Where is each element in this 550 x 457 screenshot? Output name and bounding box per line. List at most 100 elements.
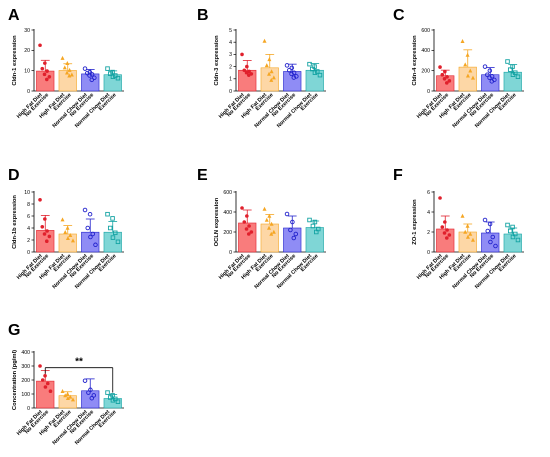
- data-point: [465, 234, 470, 239]
- data-point: [488, 239, 493, 245]
- data-point: [510, 64, 515, 69]
- y-tick-label: 10: [24, 68, 30, 74]
- y-tick-label: 6: [427, 190, 430, 196]
- y-axis-label: ZO-1 expression: [412, 199, 418, 245]
- data-point: [485, 72, 490, 77]
- y-tick-label: 3: [229, 52, 232, 58]
- data-point: [242, 68, 247, 73]
- data-point: [487, 221, 493, 227]
- data-point: [443, 220, 447, 224]
- data-point: [60, 55, 65, 60]
- y-axis-label: OCLN expression: [214, 197, 220, 246]
- data-point: [43, 217, 47, 221]
- data-point: [460, 38, 465, 43]
- significance-label: **: [75, 357, 83, 368]
- y-tick-label: 2: [229, 64, 232, 70]
- y-tick-label: 400: [421, 48, 430, 54]
- data-point: [284, 211, 290, 217]
- y-tick-label: 10: [24, 190, 30, 196]
- data-point: [468, 68, 473, 73]
- data-point: [465, 73, 470, 78]
- bar: [283, 71, 302, 92]
- y-tick-label: 600: [421, 28, 430, 34]
- data-point: [113, 230, 118, 236]
- data-point: [42, 72, 47, 77]
- data-point: [115, 239, 121, 245]
- data-point: [242, 220, 247, 224]
- data-point: [45, 381, 50, 386]
- data-point: [291, 75, 297, 80]
- data-point: [90, 231, 96, 237]
- data-point: [317, 72, 323, 78]
- y-tick-label: 20: [24, 48, 30, 54]
- bar: [481, 232, 500, 253]
- data-point: [513, 231, 518, 237]
- data-point: [269, 77, 274, 82]
- data-point: [445, 228, 449, 232]
- data-point: [289, 71, 294, 77]
- data-point: [60, 217, 65, 222]
- data-point: [68, 233, 73, 237]
- data-point: [291, 235, 297, 241]
- data-point: [68, 394, 73, 399]
- data-point: [47, 234, 52, 239]
- y-tick-label: 8: [27, 202, 30, 208]
- data-point: [89, 395, 95, 401]
- data-point: [269, 221, 274, 226]
- data-point: [107, 395, 113, 400]
- data-point: [487, 75, 492, 81]
- data-point: [48, 389, 53, 394]
- data-point: [271, 229, 276, 234]
- data-point: [40, 66, 45, 71]
- data-point: [240, 206, 244, 210]
- y-axis-label: Cldn-4 expression: [412, 35, 418, 86]
- data-point: [442, 77, 447, 81]
- data-point: [470, 75, 475, 80]
- data-point: [468, 231, 473, 236]
- y-tick-label: 100: [21, 392, 30, 398]
- data-point: [47, 74, 52, 79]
- data-point: [44, 77, 49, 82]
- data-point: [264, 63, 269, 68]
- data-point: [107, 225, 113, 231]
- y-tick-label: 0: [229, 250, 232, 256]
- data-point: [43, 385, 48, 389]
- data-point: [307, 61, 312, 67]
- data-point: [249, 230, 254, 234]
- data-point: [245, 214, 249, 218]
- data-point: [444, 81, 449, 85]
- data-point: [510, 234, 516, 240]
- y-tick-label: 400: [223, 210, 232, 216]
- y-tick-label: 4: [229, 40, 232, 46]
- y-tick-label: 0: [229, 89, 232, 95]
- data-point: [440, 225, 445, 229]
- data-point: [287, 68, 292, 73]
- y-tick-label: 300: [21, 364, 30, 370]
- data-point: [271, 75, 276, 80]
- y-tick-label: 0: [427, 250, 430, 256]
- data-point: [267, 213, 272, 218]
- data-point: [62, 65, 67, 70]
- data-point: [262, 206, 267, 211]
- data-point: [107, 71, 113, 76]
- data-point: [105, 211, 110, 217]
- panel-letter: F: [393, 167, 403, 184]
- data-point: [43, 374, 47, 378]
- data-point: [307, 217, 312, 223]
- data-point: [65, 396, 70, 400]
- bar: [260, 67, 279, 92]
- data-point: [65, 225, 70, 230]
- data-point: [110, 398, 116, 403]
- data-point: [105, 66, 110, 71]
- data-point: [38, 364, 42, 368]
- data-point: [240, 52, 244, 57]
- data-point: [65, 391, 70, 396]
- panel-letter: A: [8, 7, 20, 24]
- data-point: [247, 224, 251, 228]
- data-point: [487, 68, 493, 73]
- data-point: [63, 230, 68, 234]
- data-point: [293, 231, 299, 237]
- y-tick-label: 2: [27, 238, 30, 244]
- data-point: [314, 229, 319, 235]
